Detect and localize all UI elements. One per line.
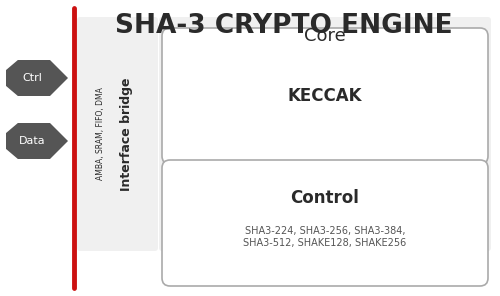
Text: Interface bridge: Interface bridge: [120, 77, 133, 191]
Text: Ctrl: Ctrl: [22, 73, 42, 83]
Text: Control: Control: [290, 189, 360, 207]
Polygon shape: [6, 60, 68, 96]
Text: KECCAK: KECCAK: [288, 87, 362, 105]
FancyBboxPatch shape: [162, 160, 488, 286]
FancyBboxPatch shape: [77, 17, 158, 251]
Text: SHA3-224, SHA3-256, SHA3-384,
SHA3-512, SHAKE128, SHAKE256: SHA3-224, SHA3-256, SHA3-384, SHA3-512, …: [244, 226, 406, 248]
Text: AMBA, SRAM, FIFO, DMA: AMBA, SRAM, FIFO, DMA: [96, 88, 106, 181]
Text: Core: Core: [304, 27, 346, 45]
FancyBboxPatch shape: [162, 28, 488, 164]
FancyBboxPatch shape: [159, 17, 491, 251]
Polygon shape: [6, 123, 68, 159]
Text: Data: Data: [18, 136, 46, 146]
Text: SHA-3 CRYPTO ENGINE: SHA-3 CRYPTO ENGINE: [115, 13, 453, 39]
